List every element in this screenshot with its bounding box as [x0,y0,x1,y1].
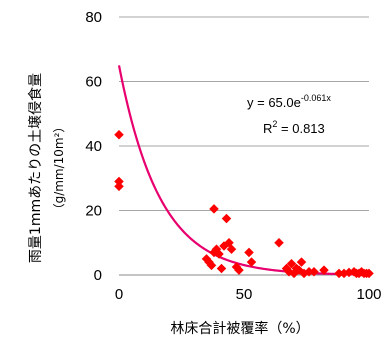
data-point [226,244,237,255]
gridlines [119,16,369,211]
y-tick-labels: 0 20 40 60 80 [85,9,102,284]
y-tick-label: 40 [85,138,102,155]
trendline-group [117,65,370,276]
data-point [114,181,124,192]
trendline [117,65,370,276]
x-tick-labels: 0 50 100 [115,286,382,303]
y-tick-label: 60 [85,74,102,91]
data-point [114,129,124,140]
x-tick-label: 50 [236,286,253,303]
data-point [234,265,244,276]
y-axis-unit: （g/mm/10m²） [52,121,66,216]
y-tick-label: 80 [85,9,102,26]
trendline-equation: y = 65.0e-0.061x [247,93,331,110]
data-point [319,265,329,276]
x-tick-label: 0 [115,286,123,303]
r-squared-label: R2 = 0.813 [263,119,325,136]
data-point [246,257,257,267]
data-points [114,129,374,279]
x-axis-title: 林床合計被覆率（%） [170,320,309,337]
data-point [216,263,227,274]
data-point [209,204,219,214]
data-point [214,249,224,259]
data-point [296,257,307,267]
data-point [309,266,319,277]
data-point [364,268,374,279]
data-point [286,258,297,269]
x-tick-label: 100 [356,286,381,303]
data-point [274,237,284,248]
y-tick-label: 20 [85,203,102,220]
data-point [221,213,232,224]
data-point [244,247,254,258]
y-axis-title: 雨量1mmあたりの土壌侵食量 [27,73,44,263]
data-point [206,260,217,271]
y-tick-label: 0 [94,267,102,284]
